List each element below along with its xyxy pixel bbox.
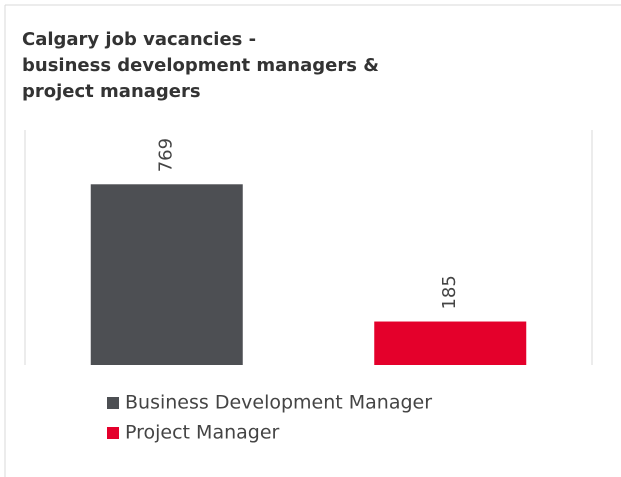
bar — [374, 321, 527, 365]
chart-title: business development managers & — [22, 55, 379, 76]
legend-label: Business Development Manager — [125, 392, 432, 414]
data-label: 769 — [156, 138, 177, 172]
data-label: 185 — [439, 275, 460, 309]
legend-label: Project Manager — [125, 422, 280, 444]
bar — [90, 184, 243, 365]
legend-swatch — [107, 397, 119, 409]
chart-title: Calgary job vacancies - — [22, 29, 256, 50]
chart-title: project managers — [22, 81, 201, 102]
legend-swatch — [107, 427, 119, 439]
